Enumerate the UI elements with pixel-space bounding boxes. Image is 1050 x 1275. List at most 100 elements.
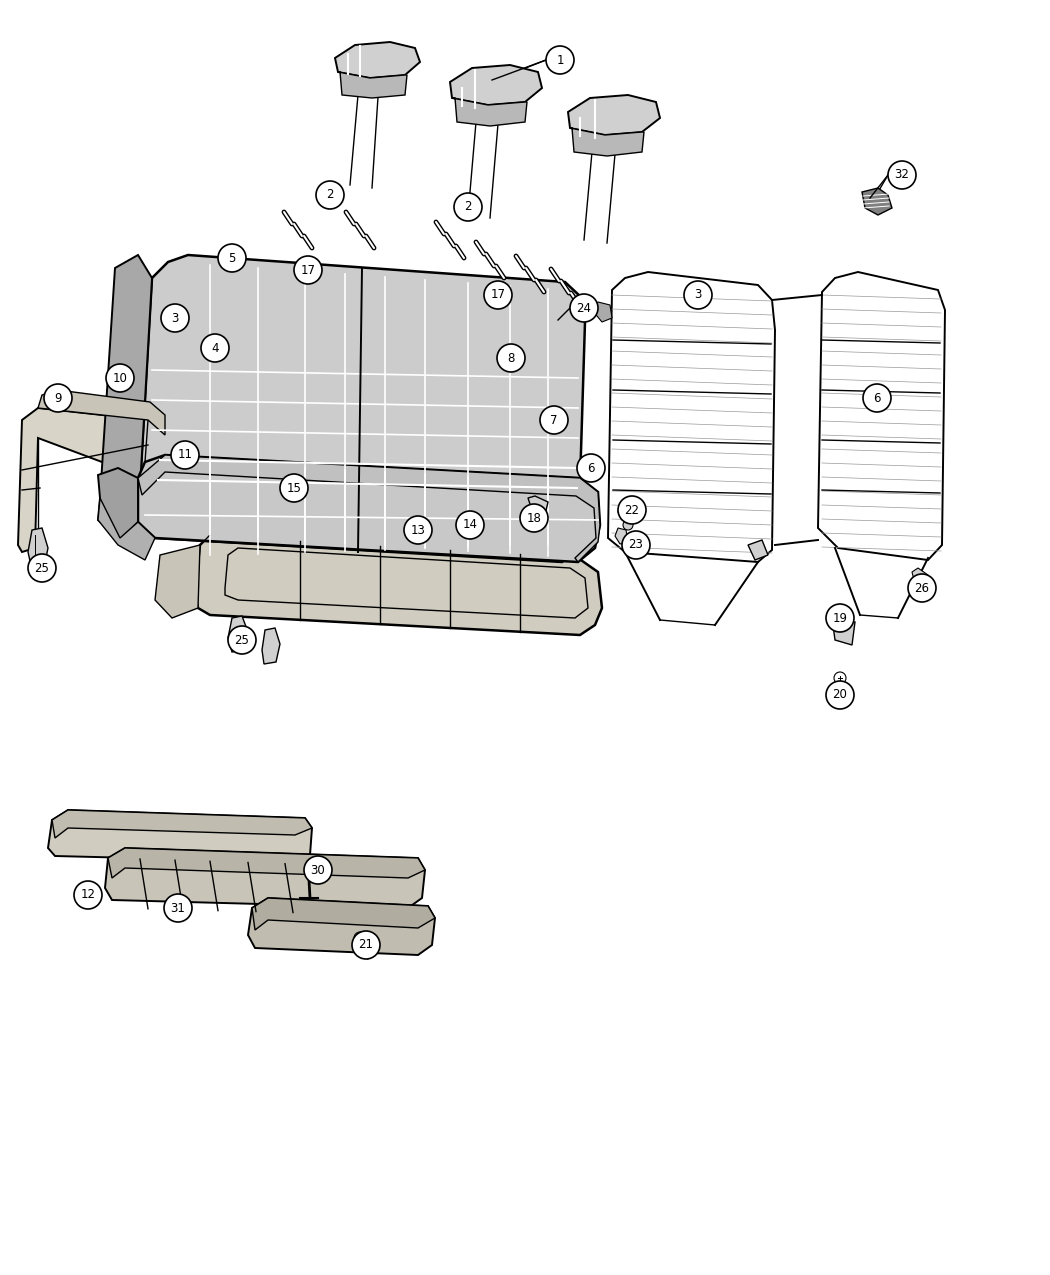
Polygon shape bbox=[832, 618, 855, 645]
Circle shape bbox=[352, 931, 380, 959]
Polygon shape bbox=[155, 544, 200, 618]
Polygon shape bbox=[18, 408, 168, 552]
Circle shape bbox=[294, 256, 322, 284]
Text: 6: 6 bbox=[874, 391, 881, 404]
Circle shape bbox=[161, 303, 189, 332]
Circle shape bbox=[484, 280, 512, 309]
Polygon shape bbox=[195, 536, 602, 635]
Polygon shape bbox=[248, 898, 435, 955]
Text: 21: 21 bbox=[358, 938, 374, 951]
Text: 25: 25 bbox=[234, 634, 250, 646]
Polygon shape bbox=[98, 468, 138, 541]
Text: 2: 2 bbox=[327, 189, 334, 201]
Circle shape bbox=[44, 384, 72, 412]
Text: 2: 2 bbox=[464, 200, 471, 213]
Circle shape bbox=[826, 604, 854, 632]
Text: 10: 10 bbox=[112, 371, 127, 385]
Polygon shape bbox=[335, 42, 420, 78]
Polygon shape bbox=[52, 810, 312, 838]
Circle shape bbox=[888, 161, 916, 189]
Text: 13: 13 bbox=[411, 524, 425, 537]
Polygon shape bbox=[568, 96, 660, 135]
Polygon shape bbox=[450, 65, 542, 105]
Circle shape bbox=[304, 856, 332, 884]
Polygon shape bbox=[138, 455, 600, 562]
Circle shape bbox=[164, 894, 192, 922]
Polygon shape bbox=[38, 390, 165, 435]
Circle shape bbox=[218, 244, 246, 272]
Text: 15: 15 bbox=[287, 482, 301, 495]
Text: 9: 9 bbox=[55, 391, 62, 404]
Polygon shape bbox=[262, 629, 280, 664]
Text: 3: 3 bbox=[694, 288, 701, 301]
Circle shape bbox=[834, 672, 846, 683]
Polygon shape bbox=[100, 255, 152, 538]
Text: 30: 30 bbox=[311, 863, 326, 876]
Text: 18: 18 bbox=[526, 511, 542, 524]
Circle shape bbox=[627, 541, 637, 550]
Circle shape bbox=[908, 574, 936, 602]
Polygon shape bbox=[452, 98, 527, 126]
Text: 20: 20 bbox=[833, 688, 847, 701]
Polygon shape bbox=[252, 898, 435, 929]
Circle shape bbox=[106, 363, 134, 391]
Circle shape bbox=[622, 530, 650, 558]
Circle shape bbox=[578, 454, 605, 482]
Text: 11: 11 bbox=[177, 449, 192, 462]
Polygon shape bbox=[48, 810, 312, 862]
Polygon shape bbox=[108, 848, 425, 878]
Text: 31: 31 bbox=[170, 901, 186, 914]
Text: 3: 3 bbox=[171, 311, 178, 325]
Polygon shape bbox=[862, 187, 892, 215]
Circle shape bbox=[684, 280, 712, 309]
Circle shape bbox=[618, 496, 646, 524]
Circle shape bbox=[863, 384, 891, 412]
Text: 19: 19 bbox=[833, 612, 847, 625]
Circle shape bbox=[623, 520, 633, 530]
Text: 4: 4 bbox=[211, 342, 218, 354]
Text: 17: 17 bbox=[490, 288, 505, 301]
Circle shape bbox=[570, 295, 598, 323]
Circle shape bbox=[228, 626, 256, 654]
Polygon shape bbox=[618, 505, 630, 520]
Text: 22: 22 bbox=[625, 504, 639, 516]
Circle shape bbox=[546, 46, 574, 74]
Circle shape bbox=[74, 881, 102, 909]
Text: 26: 26 bbox=[915, 581, 929, 594]
Polygon shape bbox=[105, 848, 425, 908]
Text: 8: 8 bbox=[507, 352, 514, 365]
Circle shape bbox=[171, 441, 200, 469]
Circle shape bbox=[316, 181, 344, 209]
Polygon shape bbox=[228, 616, 248, 652]
Text: 6: 6 bbox=[587, 462, 594, 474]
Text: 25: 25 bbox=[35, 561, 49, 575]
Circle shape bbox=[520, 504, 548, 532]
Circle shape bbox=[456, 511, 484, 539]
Polygon shape bbox=[592, 302, 612, 323]
Polygon shape bbox=[912, 567, 928, 581]
Circle shape bbox=[826, 681, 854, 709]
Circle shape bbox=[404, 516, 432, 544]
Text: 24: 24 bbox=[576, 301, 591, 315]
Text: 12: 12 bbox=[81, 889, 96, 901]
Polygon shape bbox=[28, 528, 48, 570]
Text: 1: 1 bbox=[556, 54, 564, 66]
Text: 23: 23 bbox=[629, 538, 644, 552]
Polygon shape bbox=[620, 534, 638, 552]
Polygon shape bbox=[748, 541, 768, 560]
Circle shape bbox=[354, 932, 366, 944]
Polygon shape bbox=[570, 128, 644, 156]
Polygon shape bbox=[528, 496, 548, 515]
Circle shape bbox=[540, 405, 568, 434]
Text: 17: 17 bbox=[300, 264, 315, 277]
Circle shape bbox=[454, 193, 482, 221]
Polygon shape bbox=[98, 499, 155, 560]
Text: 7: 7 bbox=[550, 413, 558, 427]
Circle shape bbox=[915, 585, 925, 595]
Text: 14: 14 bbox=[462, 519, 478, 532]
Text: 32: 32 bbox=[895, 168, 909, 181]
Circle shape bbox=[497, 344, 525, 372]
Polygon shape bbox=[615, 528, 628, 544]
Text: 5: 5 bbox=[228, 251, 235, 264]
Polygon shape bbox=[138, 255, 585, 562]
